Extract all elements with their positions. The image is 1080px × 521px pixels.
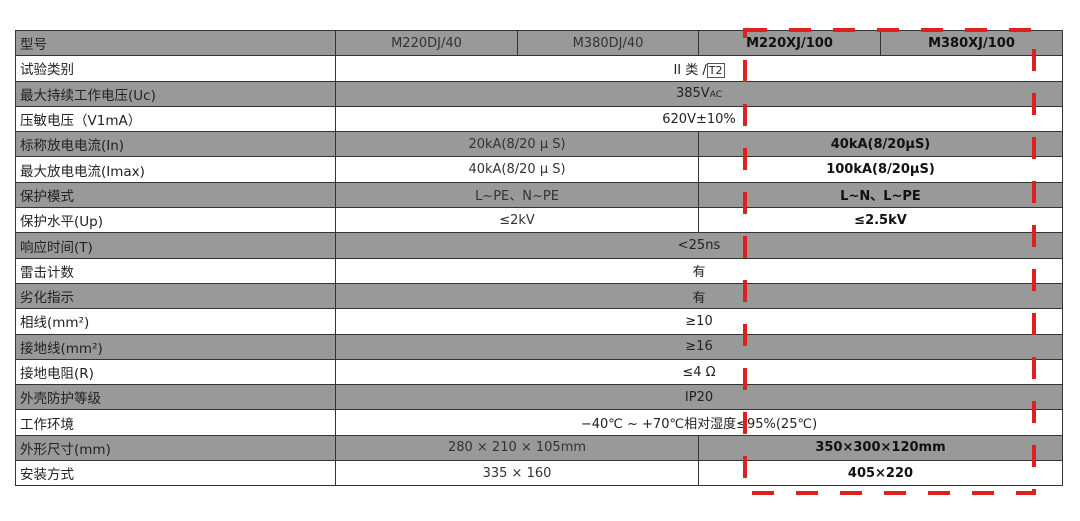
value-text: II 类 /: [673, 62, 707, 78]
row-label: 劣化指示: [15, 282, 336, 310]
table-row: 最大持续工作电压(Uc) 385VAC: [15, 80, 1063, 107]
row-label: 保护模式: [15, 181, 336, 209]
header-label: 型号: [15, 29, 336, 57]
row-value-xj: ≤2.5kV: [698, 207, 1063, 234]
row-value: −40℃ ~ +70℃相对湿度≤95%(25℃): [335, 409, 1063, 436]
row-label: 安装方式: [15, 460, 336, 487]
row-label: 最大放电电流(Imax): [15, 156, 336, 183]
model-m220xj: M220XJ/100: [698, 29, 881, 57]
row-label: 相线(mm²): [15, 308, 336, 335]
row-value: ≥10: [335, 308, 1063, 335]
class-badge: T2: [706, 62, 725, 78]
row-value-xj: 350×300×120mm: [698, 434, 1063, 462]
table-row: 响应时间(T) <25ns: [15, 232, 1063, 259]
row-value-xj: 405×220: [698, 460, 1063, 487]
table-row: 压敏电压（V1mA） 620V±10%: [15, 105, 1063, 133]
table-row: 外形尺寸(mm) 280 × 210 × 105mm 350×300×120mm: [15, 434, 1063, 462]
row-label: 最大持续工作电压(Uc): [15, 80, 336, 107]
row-value-dj: 335 × 160: [335, 460, 699, 487]
row-label: 试验类别: [15, 55, 336, 82]
row-label: 保护水平(Up): [15, 207, 336, 234]
model-m380xj: M380XJ/100: [880, 29, 1063, 57]
row-label: 外壳防护等级: [15, 384, 336, 411]
row-value: 620V±10%: [335, 105, 1063, 133]
row-label: 接地线(mm²): [15, 333, 336, 360]
table-row: 劣化指示 有: [15, 282, 1063, 310]
table-row: 保护模式 L~PE、N~PE L~N、L~PE: [15, 181, 1063, 209]
value-text: 有: [692, 265, 706, 281]
row-value: 385VAC: [335, 80, 1063, 107]
value-text: <25ns: [677, 238, 721, 254]
value-text: ≤4 Ω: [682, 364, 716, 380]
row-label: 接地电阻(R): [15, 358, 336, 386]
row-value-dj: L~PE、N~PE: [335, 181, 699, 209]
table-row: 接地电阻(R) ≤4 Ω: [15, 358, 1063, 386]
header-row: 型号 M220DJ/40 M380DJ/40 M220XJ/100 M380XJ…: [15, 29, 1063, 57]
model-m380dj: M380DJ/40: [517, 29, 699, 57]
value-text: 385V: [675, 86, 710, 102]
row-value: ≤4 Ω: [335, 358, 1063, 386]
row-value: 有: [335, 282, 1063, 310]
value-text: ≥16: [685, 339, 713, 355]
value-text: 620V±10%: [662, 111, 736, 127]
row-value-xj: 40kA(8/20μS): [698, 131, 1063, 158]
row-label: 外形尺寸(mm): [15, 434, 336, 462]
row-value-dj: 20kA(8/20 μ S): [335, 131, 699, 158]
row-value: 有: [335, 257, 1063, 284]
table-row: 相线(mm²) ≥10: [15, 308, 1063, 335]
row-label: 标称放电电流(In): [15, 131, 336, 158]
value-text: IP20: [684, 389, 714, 405]
row-value-xj: L~N、L~PE: [698, 181, 1063, 209]
table-row: 接地线(mm²) ≥16: [15, 333, 1063, 360]
table-row: 工作环境 −40℃ ~ +70℃相对湿度≤95%(25℃): [15, 409, 1063, 436]
table-row: 试验类别 II 类 / T2: [15, 55, 1063, 82]
table-row: 最大放电电流(Imax) 40kA(8/20 μ S) 100kA(8/20μS): [15, 156, 1063, 183]
value-text: ≥10: [685, 313, 713, 329]
row-value-dj: ≤2kV: [335, 207, 699, 234]
spec-table: 型号 M220DJ/40 M380DJ/40 M220XJ/100 M380XJ…: [15, 29, 1063, 487]
row-value: II 类 / T2: [335, 55, 1063, 82]
row-label: 响应时间(T): [15, 232, 336, 259]
table-row: 外壳防护等级 IP20: [15, 384, 1063, 411]
table-row: 安装方式 335 × 160 405×220: [15, 460, 1063, 487]
row-value-xj: 100kA(8/20μS): [698, 156, 1063, 183]
row-value: IP20: [335, 384, 1063, 411]
value-text: −40℃ ~ +70℃相对湿度≤95%(25℃): [580, 417, 818, 433]
row-value-dj: 280 × 210 × 105mm: [335, 434, 699, 462]
value-text: 有: [692, 290, 706, 306]
row-value: ≥16: [335, 333, 1063, 360]
table-row: 雷击计数 有: [15, 257, 1063, 284]
row-label: 压敏电压（V1mA）: [15, 105, 336, 133]
table-row: 标称放电电流(In) 20kA(8/20 μ S) 40kA(8/20μS): [15, 131, 1063, 158]
table-row: 保护水平(Up) ≤2kV ≤2.5kV: [15, 207, 1063, 234]
value-subscript: AC: [709, 90, 722, 101]
row-label: 雷击计数: [15, 257, 336, 284]
row-value: <25ns: [335, 232, 1063, 259]
row-value-dj: 40kA(8/20 μ S): [335, 156, 699, 183]
row-label: 工作环境: [15, 409, 336, 436]
model-m220dj: M220DJ/40: [335, 29, 518, 57]
